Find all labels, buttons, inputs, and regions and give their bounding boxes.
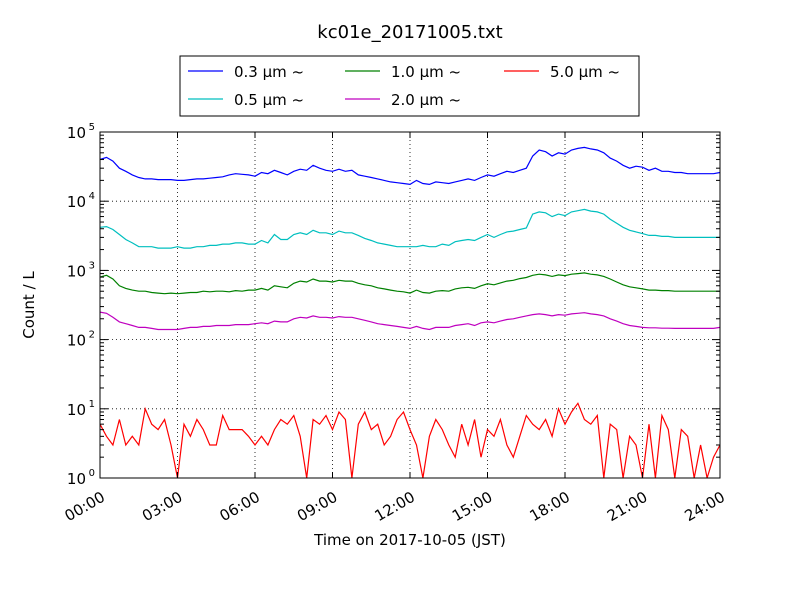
legend-label-0: 0.3 μm ~	[234, 63, 304, 81]
series-line-0	[99, 146, 721, 186]
x-tick-label: 18:00	[527, 488, 573, 525]
y-tick-label: 10	[67, 193, 86, 211]
y-tick-label: 10	[67, 470, 86, 488]
x-tick-label: 12:00	[372, 488, 418, 525]
y-axis-label: Count / L	[20, 271, 38, 339]
x-tick-label: 03:00	[139, 488, 185, 525]
y-tick-label: 10	[67, 262, 86, 280]
series-line-2	[99, 272, 720, 295]
y-tick-exponent: 1	[89, 399, 95, 410]
x-tick-label: 21:00	[604, 488, 650, 525]
y-tick-label: 10	[67, 124, 86, 142]
series-line-1	[99, 208, 720, 249]
x-tick-label: 09:00	[294, 488, 340, 525]
series-lines	[99, 146, 721, 479]
x-axis-label: Time on 2017-10-05 (JST)	[313, 531, 506, 549]
series-line-3	[99, 311, 721, 331]
legend-label-1: 0.5 μm ~	[234, 91, 304, 109]
y-tick-exponent: 3	[89, 260, 95, 271]
y-tick-exponent: 2	[89, 330, 95, 341]
x-tick-label: 06:00	[217, 488, 263, 525]
y-tick-exponent: 0	[89, 468, 95, 479]
y-tick-exponent: 4	[89, 191, 95, 202]
y-tick-label: 10	[67, 332, 86, 350]
legend-box	[179, 55, 640, 117]
legend-label-2: 1.0 μm ~	[391, 63, 461, 81]
legend: 0.3 μm ~ 0.5 μm ~ 1.0 μm ~ 2.0 μm ~ 5.0 μm ~	[179, 55, 640, 117]
chart-title: kc01e_20171005.txt	[317, 22, 502, 43]
series-line-4	[99, 402, 721, 479]
grid-lines	[100, 132, 720, 478]
y-tick-label: 10	[67, 401, 86, 419]
x-tick-label: 15:00	[449, 488, 495, 525]
y-tick-exponent: 5	[89, 122, 95, 133]
legend-label-4: 5.0 μm ~	[550, 63, 620, 81]
x-tick-label: 00:00	[62, 488, 108, 525]
x-tick-label: 24:00	[682, 488, 728, 525]
axis-ticks	[99, 131, 721, 479]
legend-label-3: 2.0 μm ~	[391, 91, 461, 109]
x-tick-labels: 00:00 03:00 06:00 09:00 12:00 15:00 18:00 21:00…	[62, 488, 728, 525]
